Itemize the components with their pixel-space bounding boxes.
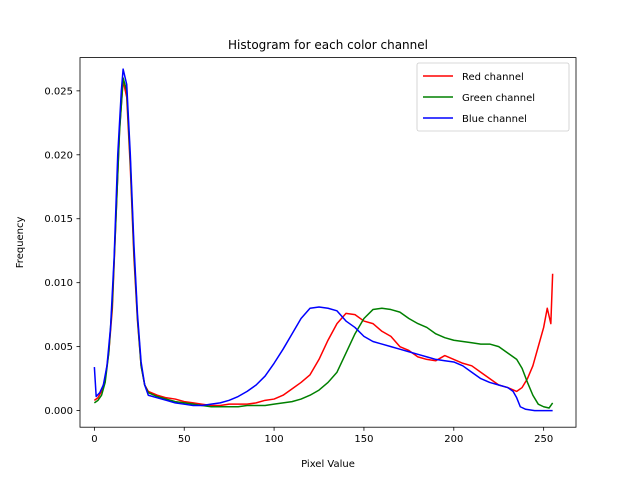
y-tick-label: 0.000: [44, 406, 73, 417]
y-tick-label: 0.010: [44, 278, 73, 289]
axes-frame: [79, 57, 577, 428]
x-tick-label: 150: [354, 434, 373, 445]
plot-area: [93, 68, 554, 412]
series-line-blue: [93, 68, 553, 412]
y-axis-ticks: 0.000 0.005 0.010 0.015 0.020 0.025: [44, 86, 80, 417]
y-tick-label: 0.025: [44, 86, 73, 97]
legend: Red channel Green channel Blue channel: [416, 62, 570, 132]
x-axis-ticks: 0 50 100 150 200 250: [91, 427, 553, 445]
legend-label-green: Green channel: [462, 93, 535, 104]
legend-box: [416, 62, 570, 132]
y-axis-label: Frequency: [15, 216, 26, 268]
x-tick-label: 200: [444, 434, 463, 445]
x-tick-label: 250: [534, 434, 553, 445]
x-tick-label: 100: [265, 434, 284, 445]
chart-title: Histogram for each color channel: [228, 38, 428, 52]
y-tick-label: 0.015: [44, 214, 73, 225]
y-tick-label: 0.020: [44, 150, 73, 161]
y-tick-label: 0.005: [44, 342, 73, 353]
x-tick-label: 50: [178, 434, 191, 445]
x-tick-label: 0: [91, 434, 97, 445]
x-axis-label: Pixel Value: [301, 459, 355, 470]
legend-label-blue: Blue channel: [462, 114, 527, 125]
legend-label-red: Red channel: [462, 72, 524, 83]
